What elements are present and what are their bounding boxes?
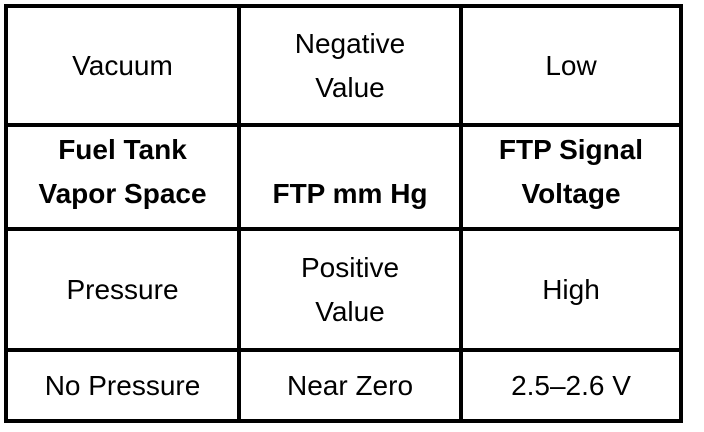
cell-positive-value: Positive Value (237, 227, 463, 352)
ftp-sensor-table: Vacuum Negative Value Low Fuel Tank Vapo… (4, 4, 683, 423)
cell-ftp-mm-hg: FTP mm Hg (237, 123, 463, 231)
cell-voltage-range: 2.5–2.6 V (459, 348, 683, 423)
cell-pressure: Pressure (4, 227, 241, 352)
cell-near-zero: Near Zero (237, 348, 463, 423)
cell-vacuum: Vacuum (4, 4, 241, 127)
cell-high: High (459, 227, 683, 352)
cell-fuel-tank-vapor-space: Fuel Tank Vapor Space (4, 123, 241, 231)
cell-negative-value: Negative Value (237, 4, 463, 127)
table-row-pressure: Pressure Positive Value High (4, 227, 683, 352)
table-row-header: Fuel Tank Vapor Space FTP mm Hg FTP Sign… (4, 123, 683, 231)
cell-no-pressure: No Pressure (4, 348, 241, 423)
cell-low: Low (459, 4, 683, 127)
table-row-no-pressure: No Pressure Near Zero 2.5–2.6 V (4, 348, 683, 423)
table-row-vacuum: Vacuum Negative Value Low (4, 4, 683, 127)
cell-ftp-signal-voltage: FTP Signal Voltage (459, 123, 683, 231)
